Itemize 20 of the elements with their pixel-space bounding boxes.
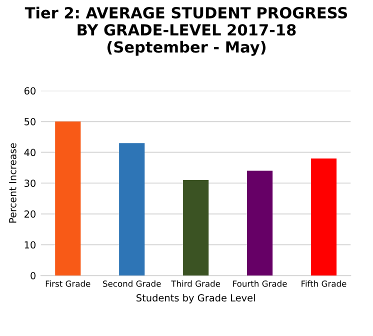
y-axis-title: Percent Increase — [9, 143, 16, 223]
bar — [119, 143, 145, 276]
x-tick-label: Second Grade — [103, 280, 161, 287]
y-tick-label: 40 — [24, 148, 36, 156]
y-tick-label: 20 — [24, 210, 36, 218]
x-tick-label: Fifth Grade — [302, 280, 346, 287]
x-tick-label: First Grade — [46, 280, 90, 287]
x-axis-title: Students by Grade Level — [136, 294, 255, 304]
bar — [310, 158, 337, 276]
y-tick-label: 0 — [30, 272, 36, 280]
bar — [246, 170, 273, 276]
y-tick-label: 30 — [24, 180, 36, 187]
y-tick-label: 60 — [24, 87, 36, 95]
x-tick-label: Third Grade — [171, 280, 220, 287]
chart-title: Tier 2: AVERAGE STUDENT PROGRESS BY GRADE-LEVEL 2017-18 (September - May) — [24, 6, 348, 56]
y-tick-label: 50 — [24, 118, 36, 126]
bar — [55, 122, 81, 276]
y-tick-label: 10 — [24, 241, 36, 249]
bar — [183, 180, 209, 276]
x-tick-label: Fourth Grade — [233, 280, 287, 287]
